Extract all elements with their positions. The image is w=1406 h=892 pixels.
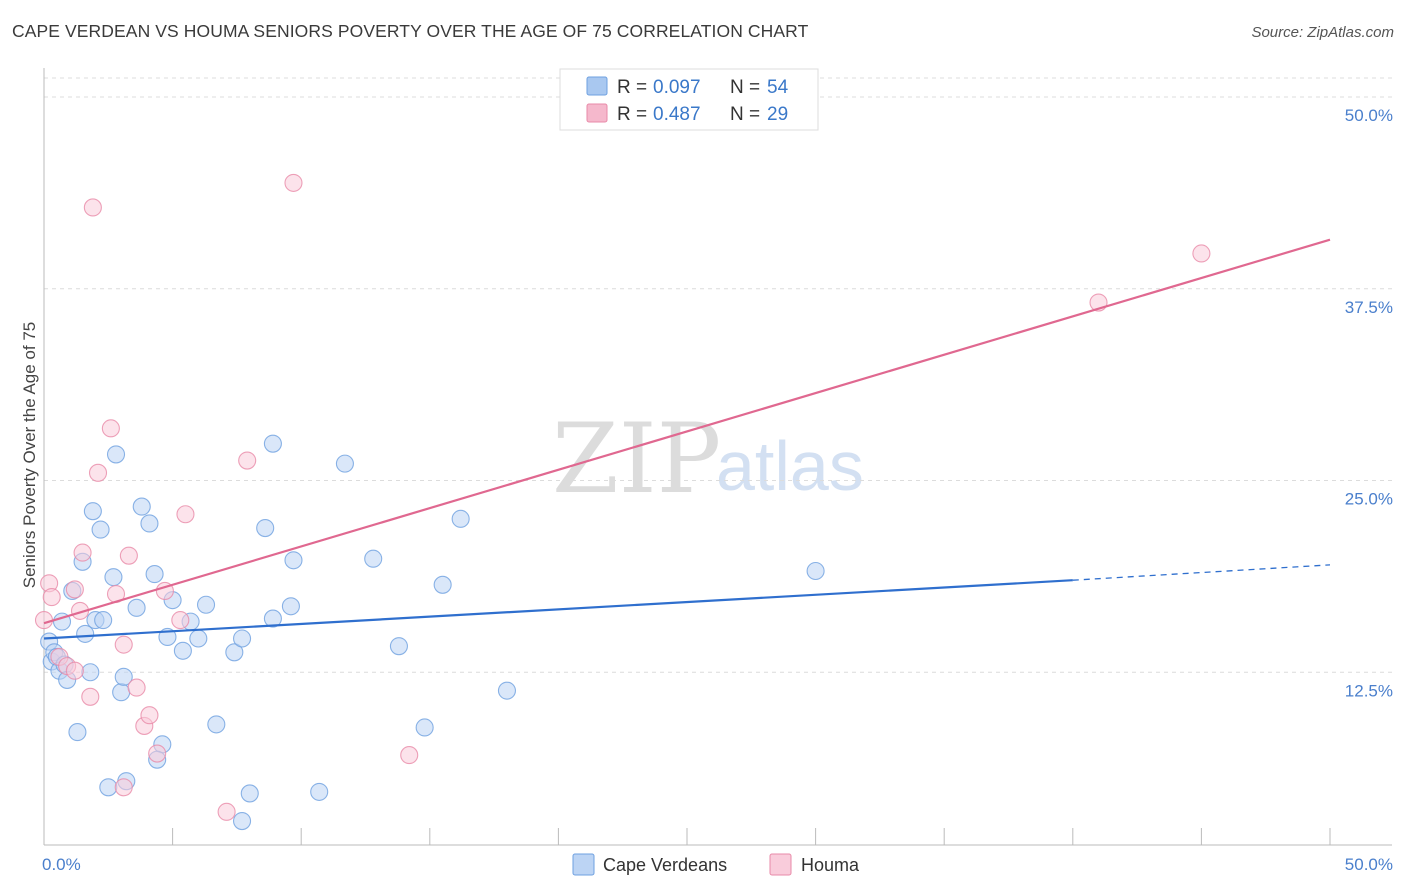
point-cape-verdeans	[806, 561, 825, 581]
point-houma	[238, 451, 257, 470]
legend-r-value: 0.097	[653, 77, 701, 98]
axes	[43, 68, 1392, 846]
point-cape-verdeans	[284, 551, 303, 570]
point-cape-verdeans	[310, 782, 329, 801]
point-cape-verdeans	[389, 637, 408, 656]
point-houma	[217, 802, 236, 821]
point-cape-verdeans	[335, 454, 354, 473]
source-credit: Source: ZipAtlas.com	[1251, 24, 1394, 41]
point-cape-verdeans	[106, 445, 126, 464]
point-cape-verdeans	[94, 611, 113, 630]
point-houma	[65, 661, 84, 680]
legend-r-value: 0.487	[653, 104, 701, 125]
point-cape-verdeans	[263, 609, 282, 628]
legend-n-value: 54	[767, 77, 789, 98]
point-cape-verdeans	[132, 497, 151, 516]
legend-swatch-houma	[586, 103, 608, 123]
point-houma	[284, 173, 303, 192]
point-cape-verdeans	[104, 568, 123, 587]
point-cape-verdeans	[83, 502, 102, 521]
data-points	[34, 173, 1211, 831]
point-cape-verdeans	[433, 575, 452, 594]
y-tick-label: 25.0%	[1345, 490, 1393, 509]
legend-swatch-cape-verdeans	[586, 76, 608, 96]
bottom-legend-swatch-cape-verdeans	[572, 853, 595, 876]
trend-line-cape-verdeans	[43, 579, 1073, 640]
point-cape-verdeans	[415, 718, 434, 737]
point-houma	[1192, 244, 1211, 263]
legend-r-label: R =	[617, 77, 647, 98]
point-houma	[400, 746, 419, 765]
legend-n-label: N =	[730, 77, 760, 98]
point-houma	[114, 778, 133, 797]
y-tick-labels: 12.5% 25.0% 37.5% 50.0%	[1345, 106, 1393, 700]
point-cape-verdeans	[256, 519, 275, 538]
watermark: ZIP atlas	[552, 403, 864, 515]
point-cape-verdeans	[91, 520, 110, 539]
point-cape-verdeans	[497, 681, 517, 700]
y-axis-title: Seniors Poverty Over the Age of 75	[20, 322, 39, 588]
point-houma	[101, 419, 120, 438]
point-cape-verdeans	[81, 663, 100, 682]
point-houma	[83, 198, 102, 217]
point-houma	[88, 463, 108, 482]
point-houma	[171, 611, 190, 630]
point-houma	[176, 505, 195, 524]
point-cape-verdeans	[240, 784, 259, 803]
trend-line-houma	[43, 238, 1331, 625]
y-tick-label: 12.5%	[1345, 681, 1393, 700]
point-cape-verdeans	[225, 643, 244, 662]
point-houma	[119, 546, 138, 565]
point-houma	[65, 580, 84, 599]
point-cape-verdeans	[99, 778, 118, 797]
point-houma	[73, 543, 92, 562]
point-houma	[140, 706, 159, 725]
point-houma	[34, 611, 54, 630]
point-cape-verdeans	[140, 514, 159, 533]
point-cape-verdeans	[76, 624, 95, 643]
point-houma	[148, 744, 167, 763]
bottom-legend-label-cape-verdeans: Cape Verdeans	[603, 855, 727, 875]
watermark-atlas: atlas	[716, 427, 864, 505]
x-tick-label-end: 50.0%	[1345, 855, 1393, 874]
trend-lines	[43, 238, 1331, 640]
point-cape-verdeans	[451, 509, 470, 528]
point-cape-verdeans	[232, 629, 252, 648]
watermark-zip: ZIP	[552, 403, 721, 515]
legend: R = 0.097 N = 54 R = 0.487 N = 29	[559, 68, 819, 131]
point-cape-verdeans	[232, 811, 252, 831]
point-cape-verdeans	[207, 715, 226, 734]
point-cape-verdeans	[263, 434, 282, 453]
point-houma	[127, 678, 146, 697]
gridlines	[44, 77, 1392, 673]
bottom-legend: Cape Verdeans Houma	[572, 853, 860, 876]
point-cape-verdeans	[68, 723, 87, 742]
x-tick-labels: 0.0% 50.0%	[42, 855, 1393, 874]
y-tick-label: 50.0%	[1345, 106, 1393, 125]
legend-r-label: R =	[617, 104, 647, 125]
trend-line-cape-verdeans-extension	[1072, 564, 1331, 581]
point-cape-verdeans	[364, 549, 383, 568]
x-tick-label-start: 0.0%	[42, 855, 81, 874]
legend-n-value: 29	[767, 104, 788, 125]
bottom-legend-swatch-houma	[769, 853, 792, 876]
point-cape-verdeans	[145, 565, 164, 584]
point-cape-verdeans	[173, 641, 192, 660]
legend-n-label: N =	[730, 104, 760, 125]
point-cape-verdeans	[196, 595, 216, 614]
point-cape-verdeans	[189, 629, 208, 648]
chart-title: CAPE VERDEAN VS HOUMA SENIORS POVERTY OV…	[12, 21, 809, 41]
point-houma	[81, 687, 100, 706]
y-tick-label: 37.5%	[1345, 298, 1393, 317]
point-houma	[42, 588, 61, 607]
point-cape-verdeans	[127, 598, 146, 617]
point-cape-verdeans	[281, 597, 300, 616]
point-cape-verdeans	[112, 683, 131, 702]
bottom-legend-label-houma: Houma	[801, 855, 860, 875]
point-cape-verdeans	[114, 667, 133, 686]
point-houma	[114, 635, 133, 654]
